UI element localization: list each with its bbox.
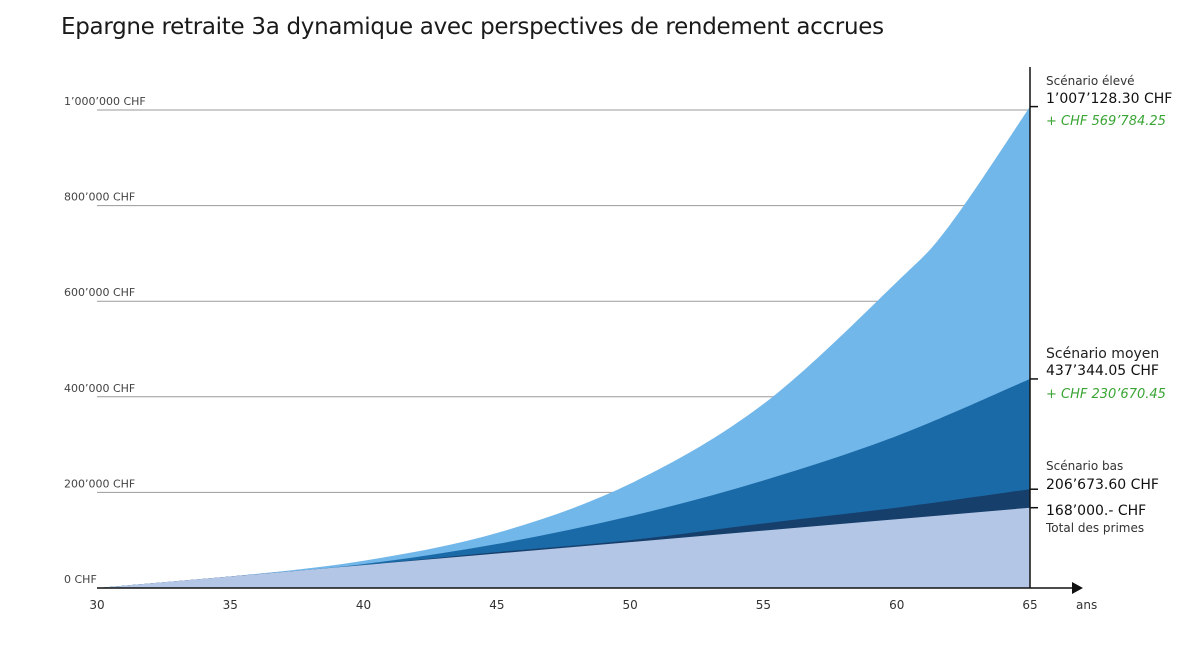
x-tick-label: 65 <box>1022 598 1037 612</box>
x-tick-label: 50 <box>623 598 638 612</box>
high-scenario-label: Scénario élevé <box>1046 74 1135 88</box>
chart-ticks: 0 CHF 200’000 CHF 400’000 CHF 600’000 CHF 80… <box>64 95 1097 612</box>
high-scenario-gain: + CHF 569’784.25 <box>1046 114 1166 129</box>
y-tick-label: 0 CHF <box>64 573 97 586</box>
area-series-0 <box>97 106 1030 588</box>
x-tick-label: 45 <box>489 598 504 612</box>
y-tick-label: 400’000 CHF <box>64 382 135 395</box>
x-tick-label: 35 <box>223 598 238 612</box>
y-tick-label: 200’000 CHF <box>64 477 135 490</box>
x-axis-arrow <box>1072 582 1083 594</box>
chart-annotations: Scénario élevé 1’007’128.30 CHF + CHF 56… <box>1045 74 1172 535</box>
y-tick-label: 1’000’000 CHF <box>64 95 146 108</box>
y-tick-label: 600’000 CHF <box>64 286 135 299</box>
high-scenario-value: 1’007’128.30 CHF <box>1046 91 1172 107</box>
chart-axes <box>97 67 1083 594</box>
x-axis-unit: ans <box>1076 598 1097 612</box>
chart-title: Epargne retraite 3a dynamique avec persp… <box>61 14 884 40</box>
mid-scenario-gain: + CHF 230’670.45 <box>1046 387 1166 402</box>
x-tick-label: 60 <box>889 598 904 612</box>
low-scenario-label: Scénario bas <box>1046 459 1123 473</box>
chart-areas <box>97 106 1030 588</box>
premiums-value: 168’000.- CHF <box>1046 503 1146 519</box>
low-scenario-value: 206’673.60 CHF <box>1046 477 1159 493</box>
premiums-label: Total des primes <box>1045 521 1144 535</box>
mid-scenario-value: 437’344.05 CHF <box>1046 363 1159 379</box>
mid-scenario-label: Scénario moyen <box>1046 346 1159 362</box>
x-tick-label: 40 <box>356 598 371 612</box>
x-tick-label: 30 <box>89 598 104 612</box>
x-tick-label: 55 <box>756 598 771 612</box>
y-tick-label: 800’000 CHF <box>64 191 135 204</box>
area-series-3 <box>97 507 1030 588</box>
